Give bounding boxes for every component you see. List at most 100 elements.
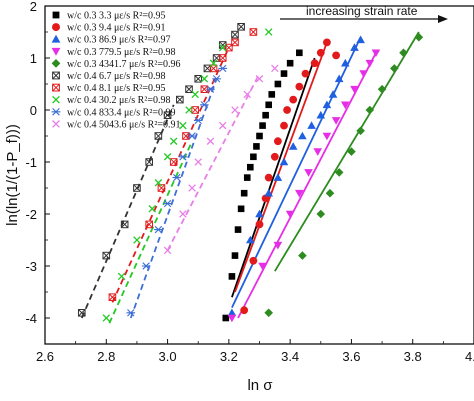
legend-label-series-3: w/c 0.3 779.5 με/s R²=0.98 — [67, 47, 175, 58]
data-point — [228, 273, 236, 280]
data-point — [200, 75, 209, 83]
data-point — [187, 132, 197, 140]
data-point — [178, 153, 188, 161]
series-0-points — [222, 49, 303, 322]
data-point — [264, 28, 273, 36]
data-point — [206, 85, 215, 93]
data-point — [227, 314, 237, 323]
data-point — [227, 308, 237, 317]
series-4-points — [264, 32, 424, 318]
data-point — [77, 309, 86, 317]
x-tick-label: 2.8 — [97, 349, 115, 364]
data-point — [157, 184, 166, 192]
data-point — [179, 210, 187, 218]
series-5-points — [77, 23, 245, 317]
data-point — [188, 184, 196, 192]
data-point — [247, 163, 254, 171]
data-point — [249, 256, 258, 265]
data-point — [169, 137, 178, 145]
data-point — [328, 90, 338, 98]
series-6-points — [108, 28, 258, 301]
annotation: increasing strain rate — [280, 4, 448, 23]
data-point — [414, 32, 424, 42]
data-point — [154, 225, 163, 234]
data-point — [108, 293, 117, 301]
legend-marker-series-1 — [52, 23, 60, 32]
data-point — [347, 147, 356, 156]
y-tick-label: 2 — [30, 0, 37, 14]
series-9-points — [163, 64, 279, 255]
data-point — [280, 70, 288, 77]
data-point — [145, 158, 153, 166]
data-point — [295, 189, 304, 198]
data-point — [350, 43, 359, 51]
data-point — [334, 74, 344, 83]
data-point — [359, 70, 368, 78]
data-point — [288, 142, 298, 150]
y-tick-label: -1 — [25, 155, 37, 170]
data-point — [304, 169, 313, 177]
data-point — [200, 101, 209, 109]
x-tick-label: 3.4 — [281, 349, 299, 364]
data-point — [231, 106, 239, 114]
data-point — [316, 209, 326, 219]
y-tick-label: 0 — [30, 103, 37, 118]
data-point — [133, 184, 141, 192]
legend-marker-series-3 — [51, 47, 61, 56]
data-point — [371, 49, 381, 58]
data-point — [163, 111, 172, 120]
x-tick-label: 2.6 — [36, 349, 54, 364]
data-point — [218, 64, 228, 73]
y-tick-label: 1 — [30, 51, 37, 66]
fit-line-series-8 — [129, 78, 218, 319]
data-point — [279, 157, 289, 166]
fit-line-series-5 — [80, 104, 175, 319]
data-point — [334, 168, 344, 177]
legend-marker-series-5 — [52, 71, 60, 80]
data-point — [258, 262, 267, 271]
data-point — [264, 308, 273, 318]
x-tick-label: 3.2 — [220, 349, 238, 364]
data-points — [77, 23, 424, 323]
x-axis-title: ln σ — [247, 377, 273, 394]
data-point — [154, 179, 163, 187]
data-point — [280, 121, 288, 130]
legend-label-series-9: w/c 0.4 5043.6 με/s R²=0.91 — [67, 119, 180, 130]
data-point — [316, 48, 325, 57]
data-point — [259, 122, 266, 129]
data-point — [218, 121, 227, 130]
series-1-points — [240, 38, 341, 315]
annotation-arrow-head-icon — [438, 15, 448, 23]
data-point — [231, 30, 239, 39]
data-point — [341, 58, 350, 67]
data-point — [172, 173, 182, 182]
data-point — [316, 110, 326, 119]
y-tick-label: -3 — [25, 259, 37, 274]
legend-label-series-5: w/c 0.4 6.7 με/s R²=0.98 — [67, 71, 165, 82]
data-point — [246, 235, 255, 244]
axis-ticks: 2.6 2.8 3.0 3.2 3.4 3.6 3.8 4.0 2 1 0 -1 -2 -3 -4 — [25, 0, 474, 364]
data-point — [145, 220, 153, 229]
data-point — [307, 121, 316, 129]
data-point — [191, 106, 199, 114]
data-point — [264, 188, 273, 197]
data-point — [298, 131, 307, 140]
data-point — [218, 54, 227, 62]
data-point — [120, 220, 129, 229]
data-point — [141, 262, 151, 270]
data-point — [240, 306, 249, 315]
data-point — [273, 173, 283, 181]
data-point — [253, 143, 260, 150]
data-point — [185, 106, 193, 114]
data-point — [322, 100, 332, 109]
data-point — [218, 43, 227, 52]
legend-label-series-1: w/c 0.3 9.4 με/s R²=0.91 — [67, 23, 165, 34]
data-point — [273, 241, 283, 250]
data-point — [206, 137, 215, 145]
data-point — [240, 189, 248, 197]
data-point — [283, 106, 291, 114]
data-point — [286, 59, 294, 67]
data-point — [209, 59, 218, 67]
series-3-points — [227, 49, 381, 323]
